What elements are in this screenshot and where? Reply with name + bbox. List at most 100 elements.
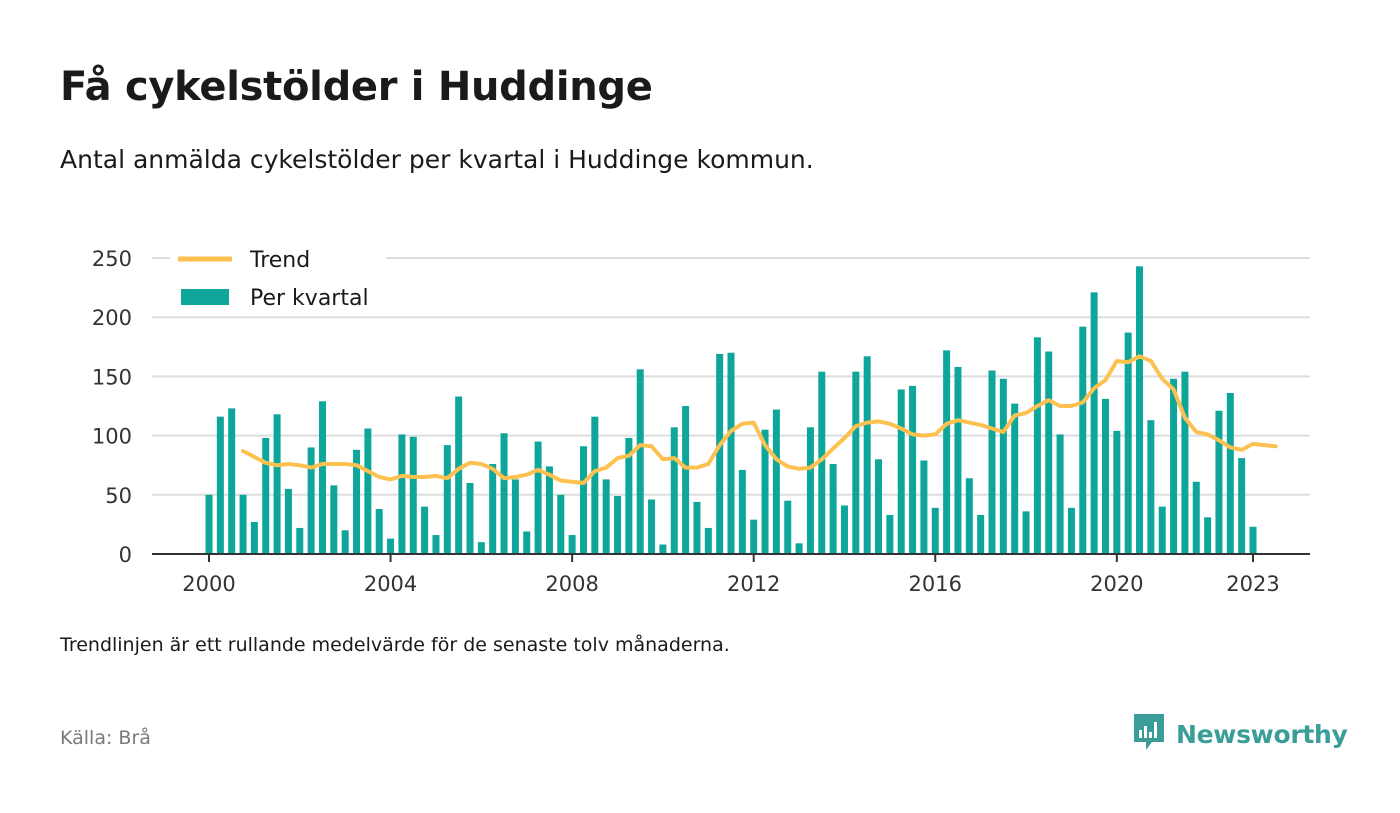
x-tick-label: 2023 bbox=[1226, 572, 1279, 596]
bar bbox=[216, 416, 224, 554]
bars-per-kvartal bbox=[205, 266, 1257, 554]
x-tick-label: 2004 bbox=[364, 572, 417, 596]
bar bbox=[772, 409, 780, 554]
bar bbox=[659, 544, 667, 554]
bar bbox=[387, 538, 395, 554]
legend: Trend Per kvartal bbox=[170, 243, 386, 315]
y-tick-label: 250 bbox=[92, 247, 132, 271]
bar bbox=[761, 429, 769, 554]
trend-line bbox=[241, 354, 1278, 485]
y-tick-label: 150 bbox=[92, 365, 132, 389]
bar bbox=[704, 527, 712, 554]
bar bbox=[852, 371, 860, 554]
bar bbox=[262, 437, 270, 554]
bar bbox=[398, 434, 406, 554]
bar bbox=[750, 519, 758, 554]
bar bbox=[500, 433, 508, 554]
bar bbox=[999, 378, 1007, 554]
bar bbox=[625, 437, 633, 554]
bar bbox=[806, 427, 814, 554]
brand-logo[interactable]: Newsworthy bbox=[1132, 712, 1348, 756]
bar bbox=[477, 542, 485, 554]
chart-title: Få cykelstölder i Huddinge bbox=[60, 64, 653, 110]
legend-trend-label: Trend bbox=[249, 248, 310, 273]
bar bbox=[307, 447, 315, 554]
bar bbox=[296, 527, 304, 554]
bar bbox=[1045, 351, 1053, 554]
legend-bar-swatch bbox=[181, 289, 229, 305]
bar bbox=[353, 449, 361, 554]
bar bbox=[1113, 430, 1121, 554]
bar bbox=[602, 479, 610, 554]
newsworthy-logo-icon bbox=[1132, 712, 1166, 756]
bar bbox=[318, 401, 326, 554]
bar bbox=[875, 459, 883, 554]
bar bbox=[341, 530, 349, 554]
bar bbox=[954, 366, 962, 554]
y-tick-label: 50 bbox=[105, 484, 132, 508]
legend-per-kvartal-label: Per kvartal bbox=[250, 286, 369, 311]
bar bbox=[1090, 292, 1098, 554]
bar bbox=[489, 464, 497, 554]
bar bbox=[239, 494, 247, 554]
bar bbox=[738, 469, 746, 554]
bar bbox=[1147, 420, 1155, 554]
bar bbox=[1136, 266, 1144, 554]
bar bbox=[228, 408, 236, 554]
bar bbox=[863, 356, 871, 554]
bar bbox=[1011, 403, 1019, 554]
x-tick-label: 2012 bbox=[727, 572, 780, 596]
bar bbox=[1124, 332, 1132, 554]
bar bbox=[693, 501, 701, 554]
bar bbox=[716, 353, 724, 554]
bar bbox=[1249, 526, 1257, 554]
bar bbox=[375, 509, 383, 554]
bar bbox=[1192, 481, 1200, 554]
bar bbox=[511, 479, 519, 554]
bar bbox=[977, 514, 985, 554]
bar bbox=[1022, 511, 1030, 554]
bar bbox=[1067, 507, 1075, 554]
bar bbox=[682, 406, 690, 554]
bar bbox=[727, 352, 735, 554]
brand-name: Newsworthy bbox=[1176, 719, 1348, 749]
bar bbox=[523, 531, 531, 554]
bar bbox=[648, 499, 656, 554]
bar bbox=[421, 506, 429, 554]
bar bbox=[909, 385, 917, 554]
bar bbox=[330, 485, 338, 554]
bar bbox=[250, 522, 258, 554]
bar bbox=[1158, 506, 1166, 554]
bar bbox=[455, 396, 463, 554]
bar bbox=[829, 464, 837, 554]
bar bbox=[591, 416, 599, 554]
bar bbox=[920, 460, 928, 554]
bar bbox=[545, 466, 553, 554]
bar bbox=[1033, 337, 1041, 554]
bar bbox=[614, 495, 622, 554]
bar bbox=[443, 445, 451, 554]
bar bbox=[784, 500, 792, 554]
bar bbox=[886, 514, 894, 554]
bar bbox=[818, 371, 826, 554]
bar bbox=[1056, 434, 1064, 554]
chart-subtitle: Antal anmälda cykelstölder per kvartal i… bbox=[60, 145, 814, 174]
bar bbox=[1204, 517, 1212, 554]
x-tick-label: 2020 bbox=[1090, 572, 1143, 596]
bar bbox=[568, 535, 576, 554]
bar bbox=[1215, 410, 1223, 554]
bar bbox=[284, 488, 292, 554]
bar bbox=[557, 494, 565, 554]
bar bbox=[636, 369, 644, 554]
bar bbox=[1181, 371, 1189, 554]
bar bbox=[965, 478, 973, 554]
bar bbox=[273, 414, 281, 554]
bar bbox=[795, 543, 803, 554]
bar bbox=[409, 436, 417, 554]
bar-line-chart: 0 50 100 150 200 250 2000 2004 2008 2012 2016 2020… bbox=[91, 243, 1310, 596]
x-axis-ticks: 2000 2004 2008 2012 2016 2020 2023 bbox=[182, 554, 1280, 596]
bar bbox=[1170, 378, 1178, 554]
bar bbox=[931, 507, 939, 554]
bar bbox=[1079, 326, 1087, 554]
bar bbox=[1226, 392, 1234, 554]
